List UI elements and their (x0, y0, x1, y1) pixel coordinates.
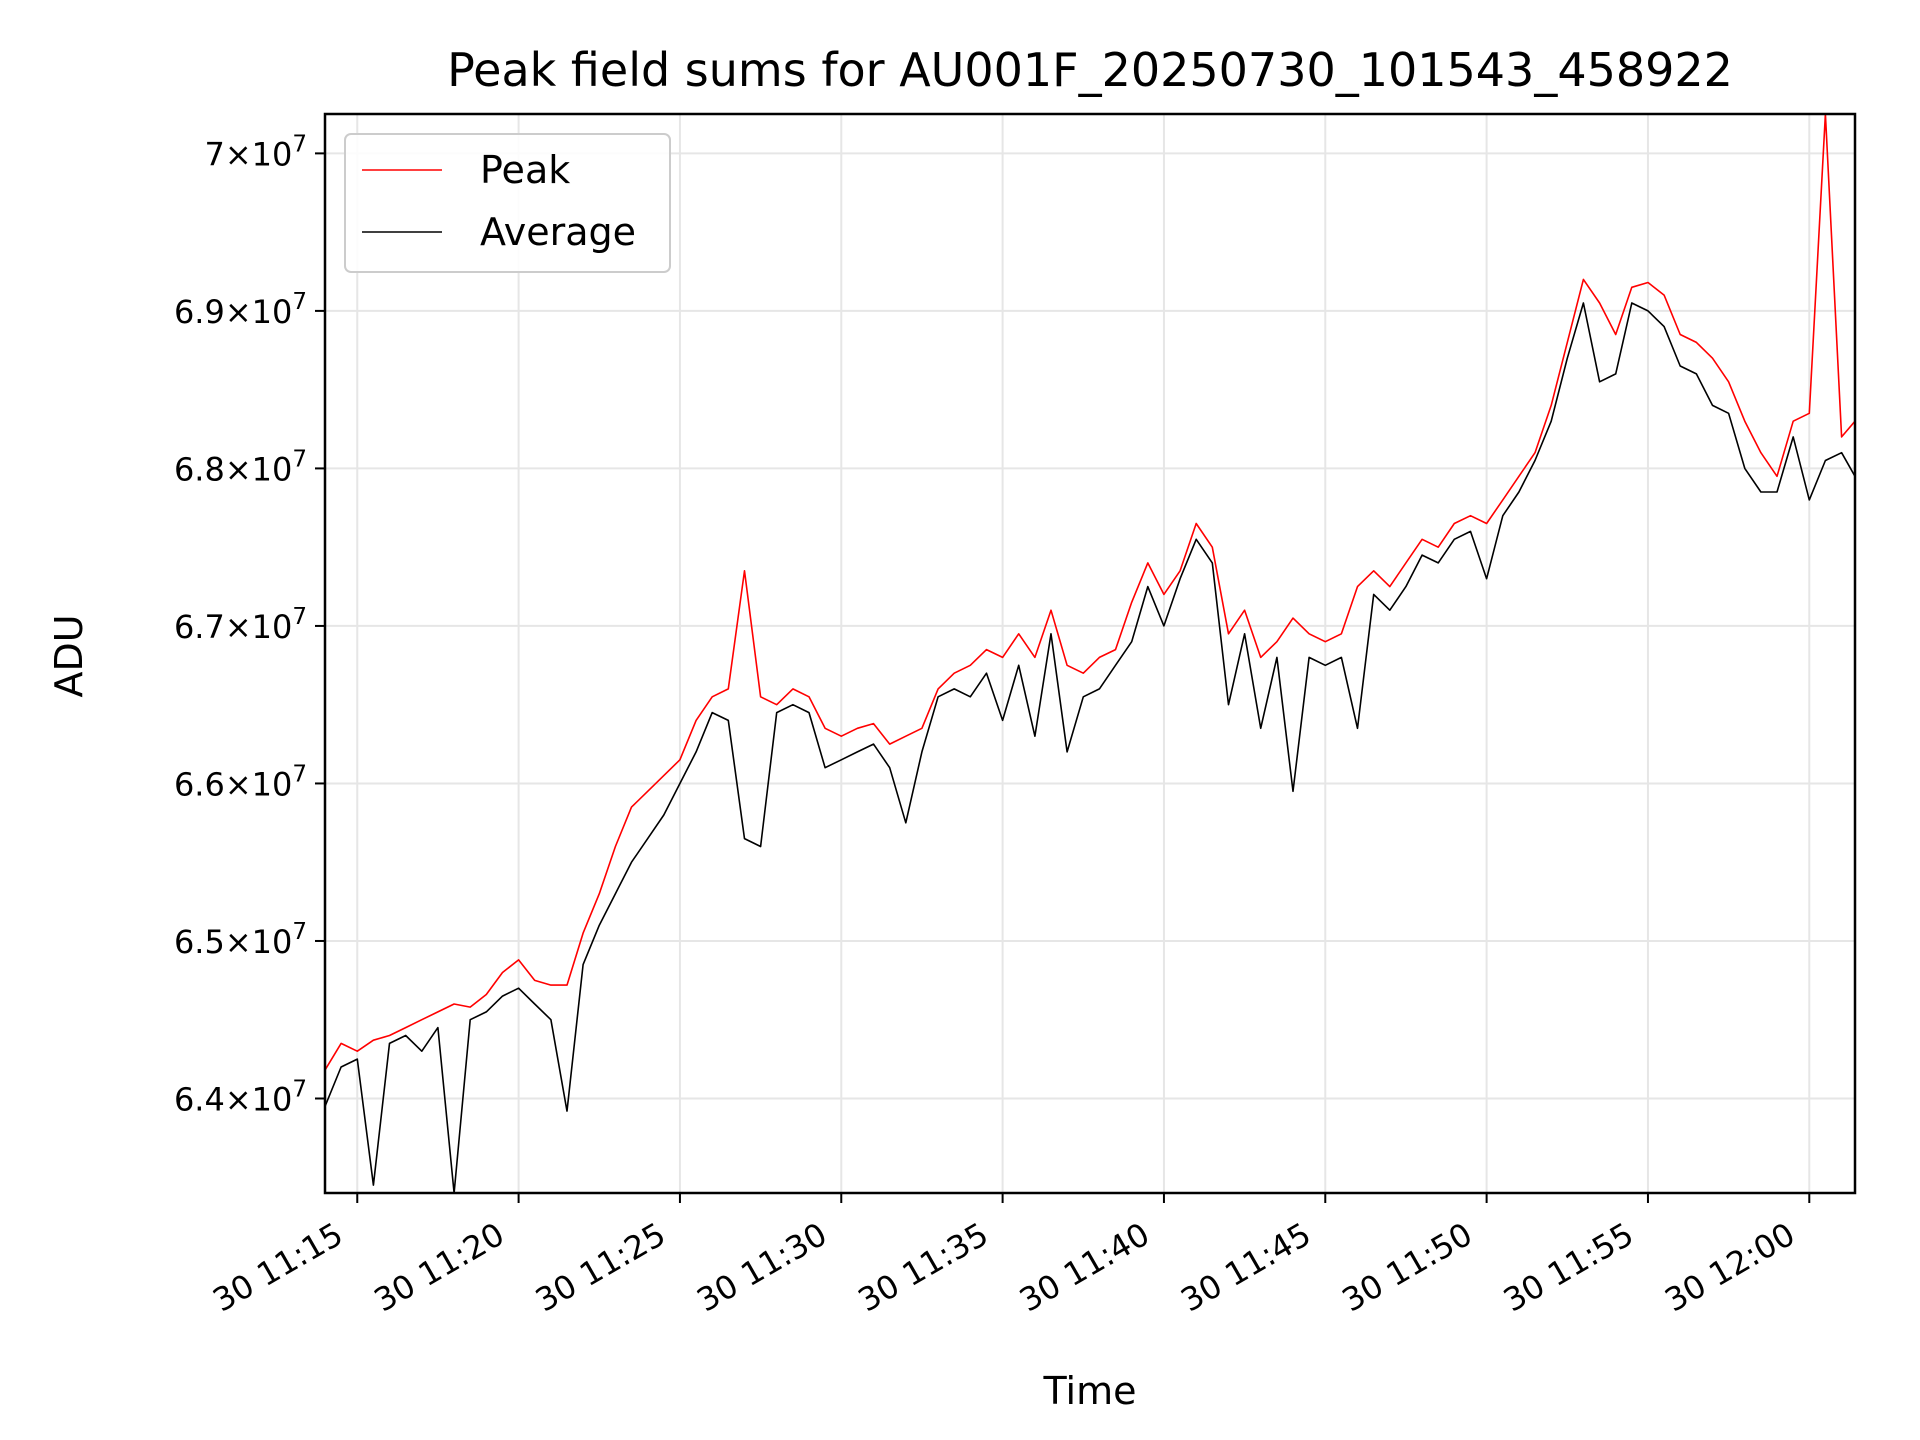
series-lines (324, 113, 1856, 1194)
grid (325, 114, 1855, 1193)
y-axis-label: ADU (47, 614, 91, 697)
y-tick-label: 6.6×107 (174, 761, 307, 803)
series-line-peak (324, 113, 1856, 1071)
y-axis: 6.4×107 6.5×107 6.6×107 6.7×107 6.8×107 6.9×1… (174, 131, 325, 1118)
legend-peak-label: Peak (480, 148, 570, 192)
legend-average-label: Average (480, 210, 636, 254)
y-tick-label: 6.8×107 (174, 446, 307, 488)
x-axis-label: Time (1043, 1369, 1137, 1413)
legend: Peak Average (344, 133, 671, 273)
chart-title: Peak field sums for AU001F_20250730_1015… (447, 43, 1733, 97)
y-tick-label: 6.4×107 (174, 1076, 307, 1118)
y-tick-label: 6.9×107 (174, 289, 307, 331)
y-tick-label: 7×107 (204, 131, 307, 173)
plot-frame (323, 112, 1857, 1195)
y-tick-label: 6.7×107 (174, 604, 307, 646)
series-line-average (324, 302, 1856, 1194)
y-tick-label: 6.5×107 (174, 919, 307, 961)
legend-box (344, 133, 671, 273)
